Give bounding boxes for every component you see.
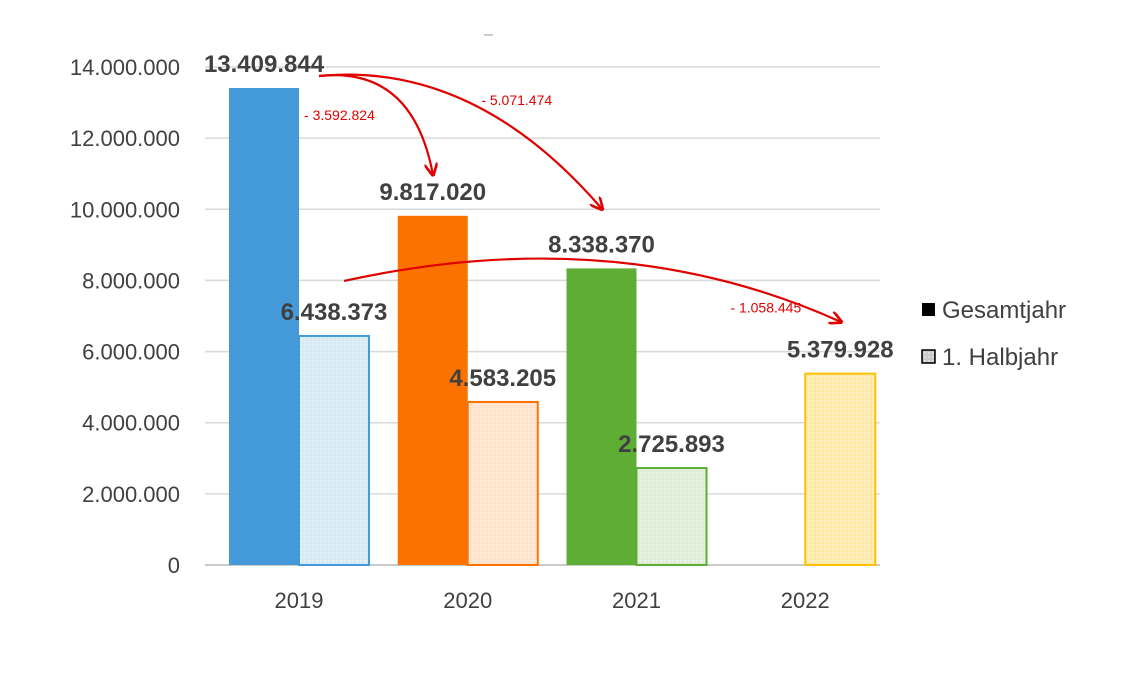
bar-texture xyxy=(806,374,875,564)
x-tick-label: 2019 xyxy=(275,588,324,613)
x-tick-label: 2022 xyxy=(781,588,830,613)
data-label: 6.438.373 xyxy=(281,299,388,326)
data-label: 5.379.928 xyxy=(787,337,894,364)
y-tick-label: 2.000.000 xyxy=(82,482,180,507)
bar-texture xyxy=(300,336,368,564)
y-axis-tick-labels: 0 2.000.000 4.000.000 6.000.000 8.000.000 10.… xyxy=(70,55,180,578)
y-tick-label: 6.000.000 xyxy=(82,340,180,365)
legend-label: Gesamtjahr xyxy=(942,297,1066,324)
annotation-arrow xyxy=(318,73,602,209)
legend-swatch-gesamtjahr xyxy=(922,303,935,316)
bar-texture xyxy=(637,469,706,564)
annotation-label: - 1.058.445 xyxy=(730,300,801,316)
y-tick-label: 12.000.000 xyxy=(70,126,180,151)
data-label: 8.338.370 xyxy=(548,231,655,258)
legend-label: 1. Halbjahr xyxy=(942,344,1058,371)
y-tick-label: 8.000.000 xyxy=(82,268,180,293)
annotation-arrow xyxy=(343,257,840,322)
y-tick-label: 4.000.000 xyxy=(82,411,180,436)
data-labels: 13.409.844 9.817.020 8.338.370 6.438.373 4.5… xyxy=(204,51,894,458)
x-tick-label: 2020 xyxy=(443,588,492,613)
x-axis-tick-labels: 2019 2020 2021 2022 xyxy=(275,588,830,613)
annotation-arrow xyxy=(318,74,433,174)
legend-swatch-texture xyxy=(923,351,934,362)
x-tick-label: 2021 xyxy=(612,588,661,613)
data-label: 2.725.893 xyxy=(618,431,725,458)
data-label: 13.409.844 xyxy=(204,51,325,78)
annotations: - 3.592.824 - 5.071.474 - 1.058.445 xyxy=(304,73,840,322)
bar-gesamtjahr-2019 xyxy=(229,87,299,566)
bars xyxy=(229,87,877,567)
bar-gesamtjahr-2021 xyxy=(566,268,637,565)
y-tick-label: 0 xyxy=(168,553,180,578)
annotation-label: - 3.592.824 xyxy=(304,107,375,123)
bar-gesamtjahr-2020 xyxy=(397,215,468,566)
y-tick-label: 14.000.000 xyxy=(70,55,180,80)
legend: Gesamtjahr 1. Halbjahr xyxy=(921,297,1066,371)
annotation-label: - 5.071.474 xyxy=(481,92,552,108)
y-tick-label: 10.000.000 xyxy=(70,197,180,222)
data-label: 4.583.205 xyxy=(449,365,556,392)
bar-texture xyxy=(468,402,537,564)
data-label: 9.817.020 xyxy=(379,179,486,206)
